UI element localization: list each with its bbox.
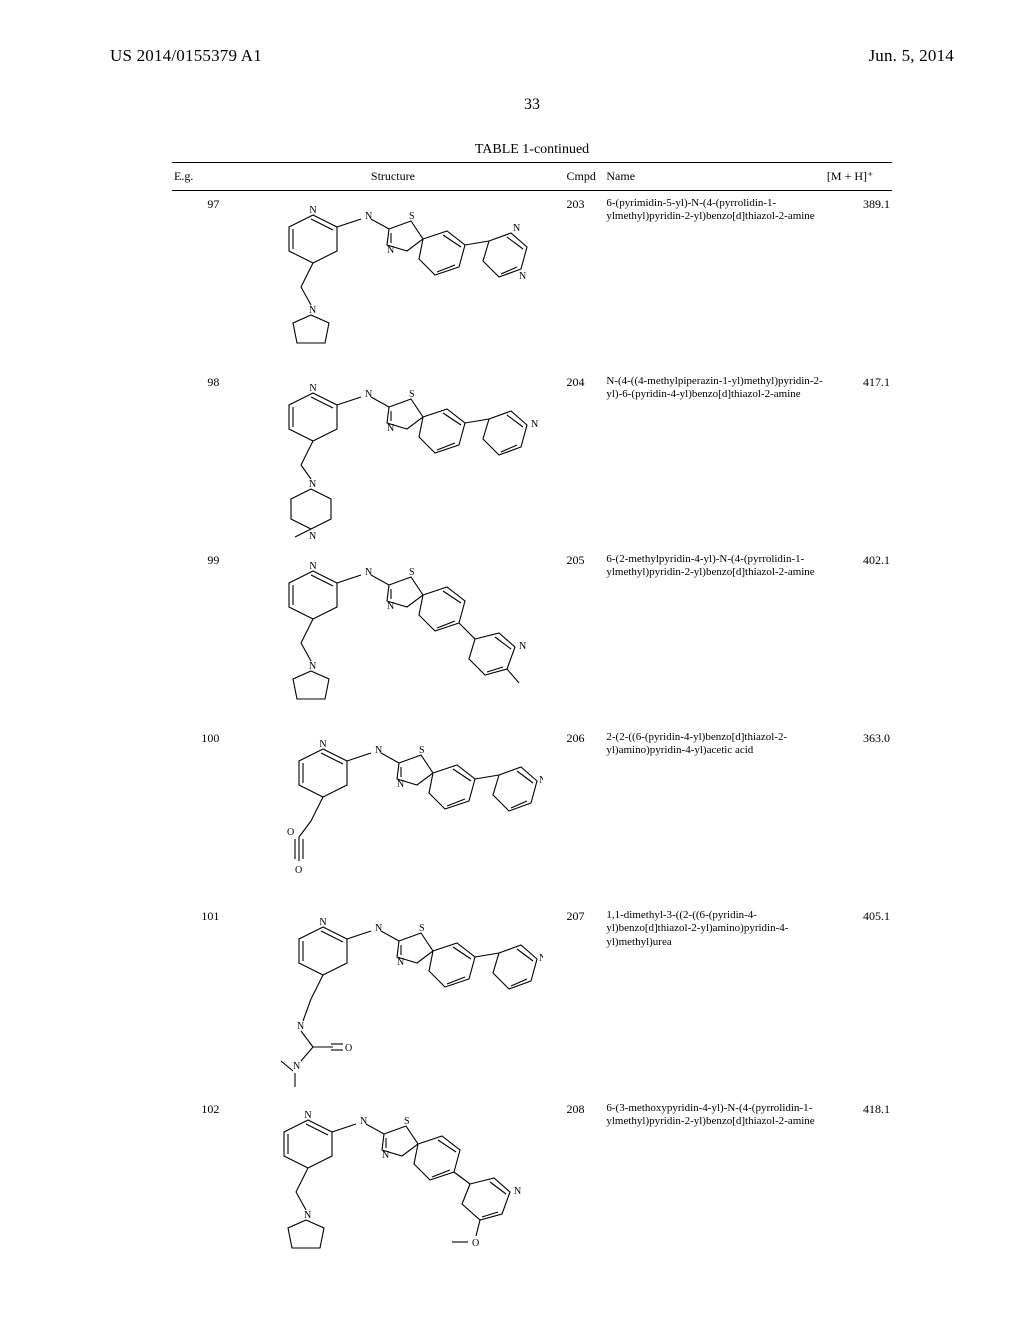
svg-text:N: N xyxy=(360,1116,367,1127)
svg-text:N: N xyxy=(309,305,316,316)
svg-text:N: N xyxy=(387,601,394,612)
svg-text:N: N xyxy=(309,383,316,394)
svg-text:N: N xyxy=(365,389,372,400)
table-caption: TABLE 1-continued xyxy=(172,142,892,158)
svg-text:N: N xyxy=(513,223,520,234)
publication-date: Jun. 5, 2014 xyxy=(868,46,954,66)
svg-text:N: N xyxy=(397,779,404,790)
page-number: 33 xyxy=(110,96,954,114)
svg-text:N: N xyxy=(539,953,543,964)
svg-text:N: N xyxy=(531,419,538,430)
svg-text:N: N xyxy=(387,423,394,434)
svg-text:N: N xyxy=(309,205,316,216)
cell-name: N-(4-((4-methylpiperazin-1-yl)methyl)pyr… xyxy=(604,369,825,547)
cell-mh: 402.1 xyxy=(825,547,892,725)
svg-text:N: N xyxy=(304,1110,311,1121)
cell-name: 6-(2-methylpyridin-4-yl)-N-(4-(pyrrolidi… xyxy=(604,547,825,725)
svg-text:N: N xyxy=(365,211,372,222)
svg-text:S: S xyxy=(409,567,415,578)
table-wrapper: TABLE 1-continued E.g. Structure Cmpd Na… xyxy=(172,142,892,1274)
publication-number: US 2014/0155379 A1 xyxy=(110,46,262,66)
cell-eg: 101 xyxy=(172,903,221,1096)
cell-mh: 405.1 xyxy=(825,903,892,1096)
structure-97: N N S N xyxy=(223,197,562,367)
svg-text:N: N xyxy=(382,1150,389,1161)
svg-text:N: N xyxy=(293,1061,300,1072)
svg-text:S: S xyxy=(419,745,425,756)
svg-text:N: N xyxy=(309,479,316,490)
svg-text:N: N xyxy=(397,957,404,968)
cell-mh: 417.1 xyxy=(825,369,892,547)
cell-cmpd: 207 xyxy=(565,903,605,1096)
col-header-cmpd: Cmpd xyxy=(565,165,605,191)
svg-text:N: N xyxy=(375,923,382,934)
svg-text:N: N xyxy=(365,567,372,578)
table-row: 98 N N xyxy=(172,369,892,547)
svg-text:S: S xyxy=(419,923,425,934)
patent-page: US 2014/0155379 A1 Jun. 5, 2014 33 TABLE… xyxy=(0,0,1024,1320)
svg-text:N: N xyxy=(309,661,316,672)
svg-text:S: S xyxy=(409,211,415,222)
col-header-eg: E.g. xyxy=(172,165,221,191)
cell-cmpd: 208 xyxy=(565,1096,605,1274)
table-row: 97 N xyxy=(172,191,892,370)
svg-text:N: N xyxy=(297,1021,304,1032)
cell-mh: 363.0 xyxy=(825,725,892,903)
col-header-structure: Structure xyxy=(221,165,564,191)
cell-name: 6-(3-methoxypyridin-4-yl)-N-(4-(pyrrolid… xyxy=(604,1096,825,1274)
col-header-name: Name xyxy=(604,165,825,191)
svg-text:O: O xyxy=(295,865,302,876)
structure-101: N N S N xyxy=(223,909,562,1094)
svg-text:N: N xyxy=(304,1210,311,1221)
cell-eg: 97 xyxy=(172,191,221,370)
structure-98: N N S N xyxy=(223,375,562,545)
cell-cmpd: 204 xyxy=(565,369,605,547)
cell-eg: 99 xyxy=(172,547,221,725)
svg-text:O: O xyxy=(472,1238,479,1249)
svg-text:N: N xyxy=(309,561,316,572)
structure-99: N N S N xyxy=(223,553,562,723)
svg-text:N: N xyxy=(539,775,543,786)
svg-text:S: S xyxy=(409,389,415,400)
table-row: 99 N N xyxy=(172,547,892,725)
table-row: 100 N N xyxy=(172,725,892,903)
cell-cmpd: 203 xyxy=(565,191,605,370)
svg-text:N: N xyxy=(519,641,526,652)
cell-name: 1,1-dimethyl-3-((2-((6-(pyridin-4-yl)ben… xyxy=(604,903,825,1096)
col-header-mh: [M + H]⁺ xyxy=(825,165,892,191)
svg-text:O: O xyxy=(287,827,294,838)
structure-100: N N S N xyxy=(223,731,562,901)
page-header: US 2014/0155379 A1 Jun. 5, 2014 xyxy=(110,46,954,66)
cell-name: 6-(pyrimidin-5-yl)-N-(4-(pyrrolidin-1-yl… xyxy=(604,191,825,370)
svg-text:N: N xyxy=(387,245,394,256)
cell-eg: 102 xyxy=(172,1096,221,1274)
svg-text:N: N xyxy=(375,745,382,756)
compound-table: E.g. Structure Cmpd Name [M + H]⁺ 97 xyxy=(172,165,892,1274)
cell-eg: 100 xyxy=(172,725,221,903)
cell-cmpd: 205 xyxy=(565,547,605,725)
cell-mh: 389.1 xyxy=(825,191,892,370)
table-row: 102 N N xyxy=(172,1096,892,1274)
cell-mh: 418.1 xyxy=(825,1096,892,1274)
cell-eg: 98 xyxy=(172,369,221,547)
svg-text:S: S xyxy=(404,1116,410,1127)
svg-text:N: N xyxy=(319,739,326,750)
svg-text:N: N xyxy=(514,1186,521,1197)
svg-text:N: N xyxy=(319,917,326,928)
svg-text:O: O xyxy=(345,1043,352,1054)
cell-cmpd: 206 xyxy=(565,725,605,903)
structure-102: N N S N xyxy=(223,1102,562,1272)
svg-text:N: N xyxy=(309,531,316,542)
svg-text:N: N xyxy=(519,271,526,282)
cell-name: 2-(2-((6-(pyridin-4-yl)benzo[d]thiazol-2… xyxy=(604,725,825,903)
table-row: 101 N N xyxy=(172,903,892,1096)
